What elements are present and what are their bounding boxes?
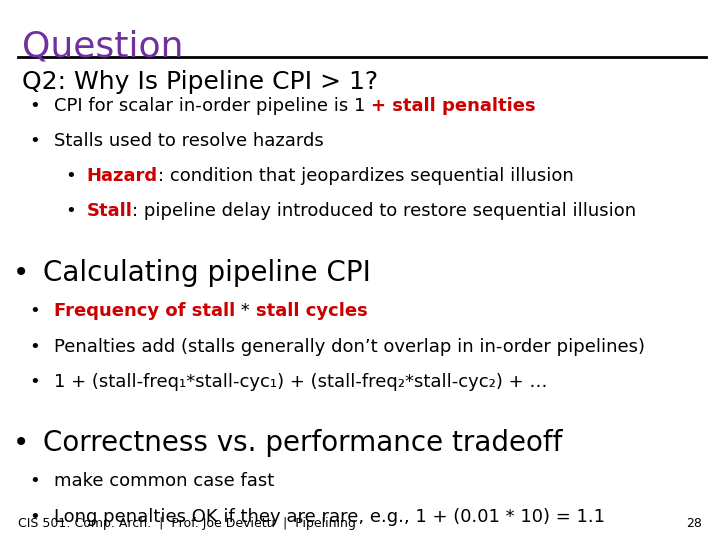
Text: make common case fast: make common case fast (54, 472, 274, 490)
Text: Hazard: Hazard (86, 167, 158, 185)
Text: Frequency of stall: Frequency of stall (54, 302, 235, 320)
Text: CIS 501: Comp. Arch.  |  Prof. Joe Devietti  |  Pipelining: CIS 501: Comp. Arch. | Prof. Joe Deviett… (18, 517, 356, 530)
Text: •: • (29, 338, 40, 355)
Text: CPI for scalar in-order pipeline is 1: CPI for scalar in-order pipeline is 1 (54, 97, 371, 115)
Text: 28: 28 (686, 517, 702, 530)
Text: stall cycles: stall cycles (256, 302, 367, 320)
Text: •: • (13, 259, 30, 287)
Text: Q2: Why Is Pipeline CPI > 1?: Q2: Why Is Pipeline CPI > 1? (22, 70, 378, 94)
Text: Stalls used to resolve hazards: Stalls used to resolve hazards (54, 132, 324, 150)
Text: Correctness vs. performance tradeoff: Correctness vs. performance tradeoff (43, 429, 562, 457)
Text: Stall: Stall (86, 202, 132, 220)
Text: + stall penalties: + stall penalties (371, 97, 536, 115)
Text: Long penalties OK if they are rare, e.g., 1 + (0.01 * 10) = 1.1: Long penalties OK if they are rare, e.g.… (54, 508, 605, 525)
Text: *: * (235, 302, 256, 320)
Text: •: • (29, 472, 40, 490)
Text: •: • (29, 373, 40, 390)
Text: •: • (29, 508, 40, 525)
Text: : pipeline delay introduced to restore sequential illusion: : pipeline delay introduced to restore s… (132, 202, 636, 220)
Text: Calculating pipeline CPI: Calculating pipeline CPI (43, 259, 371, 287)
Text: •: • (29, 132, 40, 150)
Text: •: • (65, 167, 76, 185)
Text: •: • (29, 302, 40, 320)
Text: 1 + (stall-freq₁*stall-cyc₁) + (stall-freq₂*stall-cyc₂) + …: 1 + (stall-freq₁*stall-cyc₁) + (stall-fr… (54, 373, 547, 390)
Text: Question: Question (22, 30, 183, 64)
Text: •: • (65, 202, 76, 220)
Text: •: • (29, 97, 40, 115)
Text: Penalties add (stalls generally don’t overlap in in-order pipelines): Penalties add (stalls generally don’t ov… (54, 338, 645, 355)
Text: •: • (13, 429, 30, 457)
Text: : condition that jeopardizes sequential illusion: : condition that jeopardizes sequential … (158, 167, 573, 185)
